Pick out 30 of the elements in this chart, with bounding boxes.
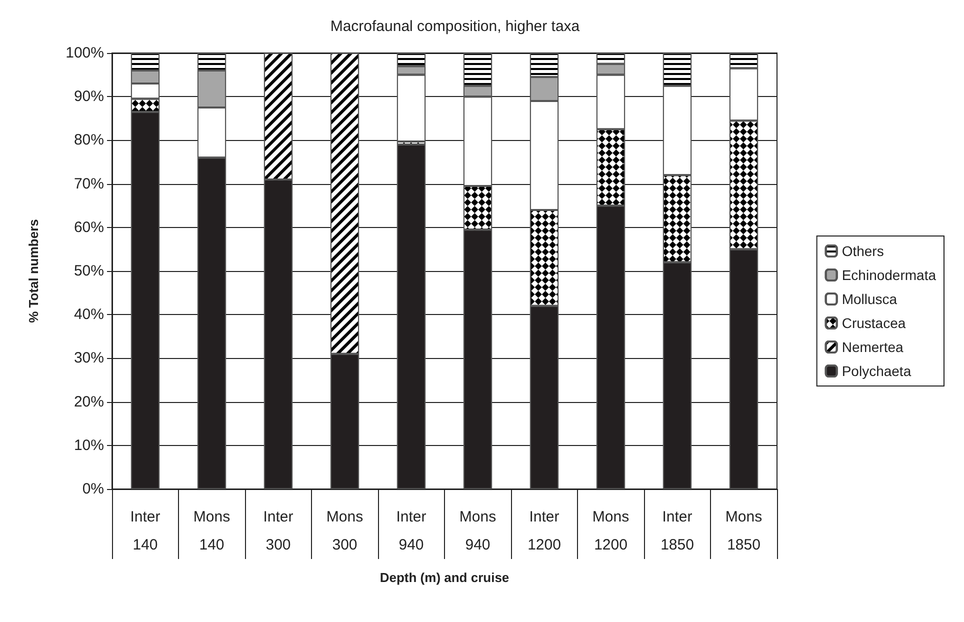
y-tick-label: 0% xyxy=(82,480,104,498)
legend-label: Crustacea xyxy=(842,315,906,331)
legend-label: Mollusca xyxy=(842,291,898,307)
x-tick-label: Mons 940 xyxy=(459,508,496,554)
y-tick-label: 50% xyxy=(74,262,104,280)
chart-title: Macrofaunal composition, higher taxa xyxy=(330,18,580,35)
x-tick-label: Mons 1200 xyxy=(592,508,630,554)
y-tick-label: 20% xyxy=(74,393,104,410)
y-tick-label: 10% xyxy=(74,436,104,454)
y-axis-title: % Total numbers xyxy=(26,219,41,323)
x-tick-label: Inter 300 xyxy=(263,508,294,554)
x-tick-label: Inter 1200 xyxy=(528,508,561,554)
legend-label: Echinodermata xyxy=(842,267,936,283)
y-tick-label: 40% xyxy=(74,306,104,324)
y-tick-label: 60% xyxy=(74,218,104,236)
y-tick-label: 30% xyxy=(74,350,104,367)
x-tick-label: Mons 140 xyxy=(193,508,230,554)
legend-label: Nemertea xyxy=(842,339,904,355)
x-tick-label: Inter 1850 xyxy=(660,508,694,554)
y-tick-label: 100% xyxy=(66,44,104,62)
y-tick-label: 80% xyxy=(74,132,104,149)
x-tick-label: Mons 1850 xyxy=(725,508,762,554)
legend-label: Polychaeta xyxy=(842,363,912,379)
x-tick-label: Mons 300 xyxy=(326,508,364,554)
x-tick-label: Inter 940 xyxy=(396,508,426,554)
x-tick-label: Inter 140 xyxy=(130,508,160,554)
legend-label: Others xyxy=(842,243,884,259)
y-tick-label: 70% xyxy=(74,175,104,192)
x-axis-title: Depth (m) and cruise xyxy=(380,570,510,585)
y-tick-label: 90% xyxy=(74,88,104,106)
